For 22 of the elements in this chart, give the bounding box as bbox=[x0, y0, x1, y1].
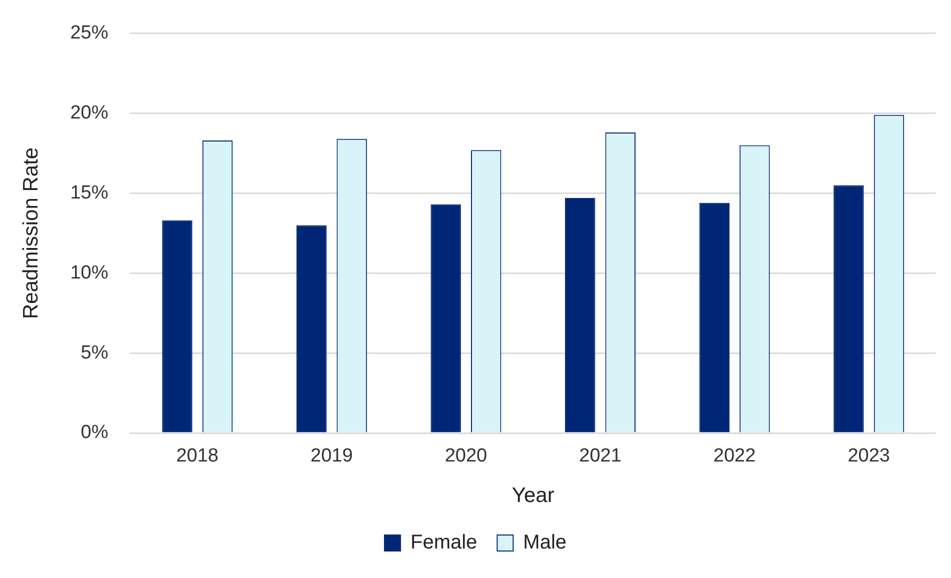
y-tick-label: 0% bbox=[80, 422, 108, 444]
x-tick-label: 2018 bbox=[176, 446, 219, 467]
x-axis-title: Year bbox=[512, 484, 554, 508]
bar bbox=[834, 185, 864, 432]
y-tick-label: 10% bbox=[70, 262, 108, 284]
legend-label: Male bbox=[523, 532, 567, 554]
bar bbox=[296, 225, 327, 432]
legend-label: Female bbox=[410, 532, 478, 554]
x-tick-label: 2019 bbox=[310, 446, 353, 467]
bar bbox=[565, 198, 596, 432]
y-axis-title: Readmission Rate bbox=[19, 147, 42, 319]
y-tick-label: 5% bbox=[80, 342, 108, 364]
y-tick-label: 15% bbox=[70, 182, 108, 204]
x-tick-label: 2021 bbox=[579, 446, 622, 467]
y-tick-label: 25% bbox=[70, 22, 108, 44]
bar bbox=[430, 204, 461, 432]
x-tick-label: 2020 bbox=[444, 446, 488, 467]
x-tick-label: 2022 bbox=[713, 446, 756, 467]
x-tick-label: 2023 bbox=[848, 446, 890, 467]
bar bbox=[162, 220, 192, 432]
y-tick-label: 20% bbox=[70, 102, 108, 124]
bar bbox=[699, 202, 730, 432]
